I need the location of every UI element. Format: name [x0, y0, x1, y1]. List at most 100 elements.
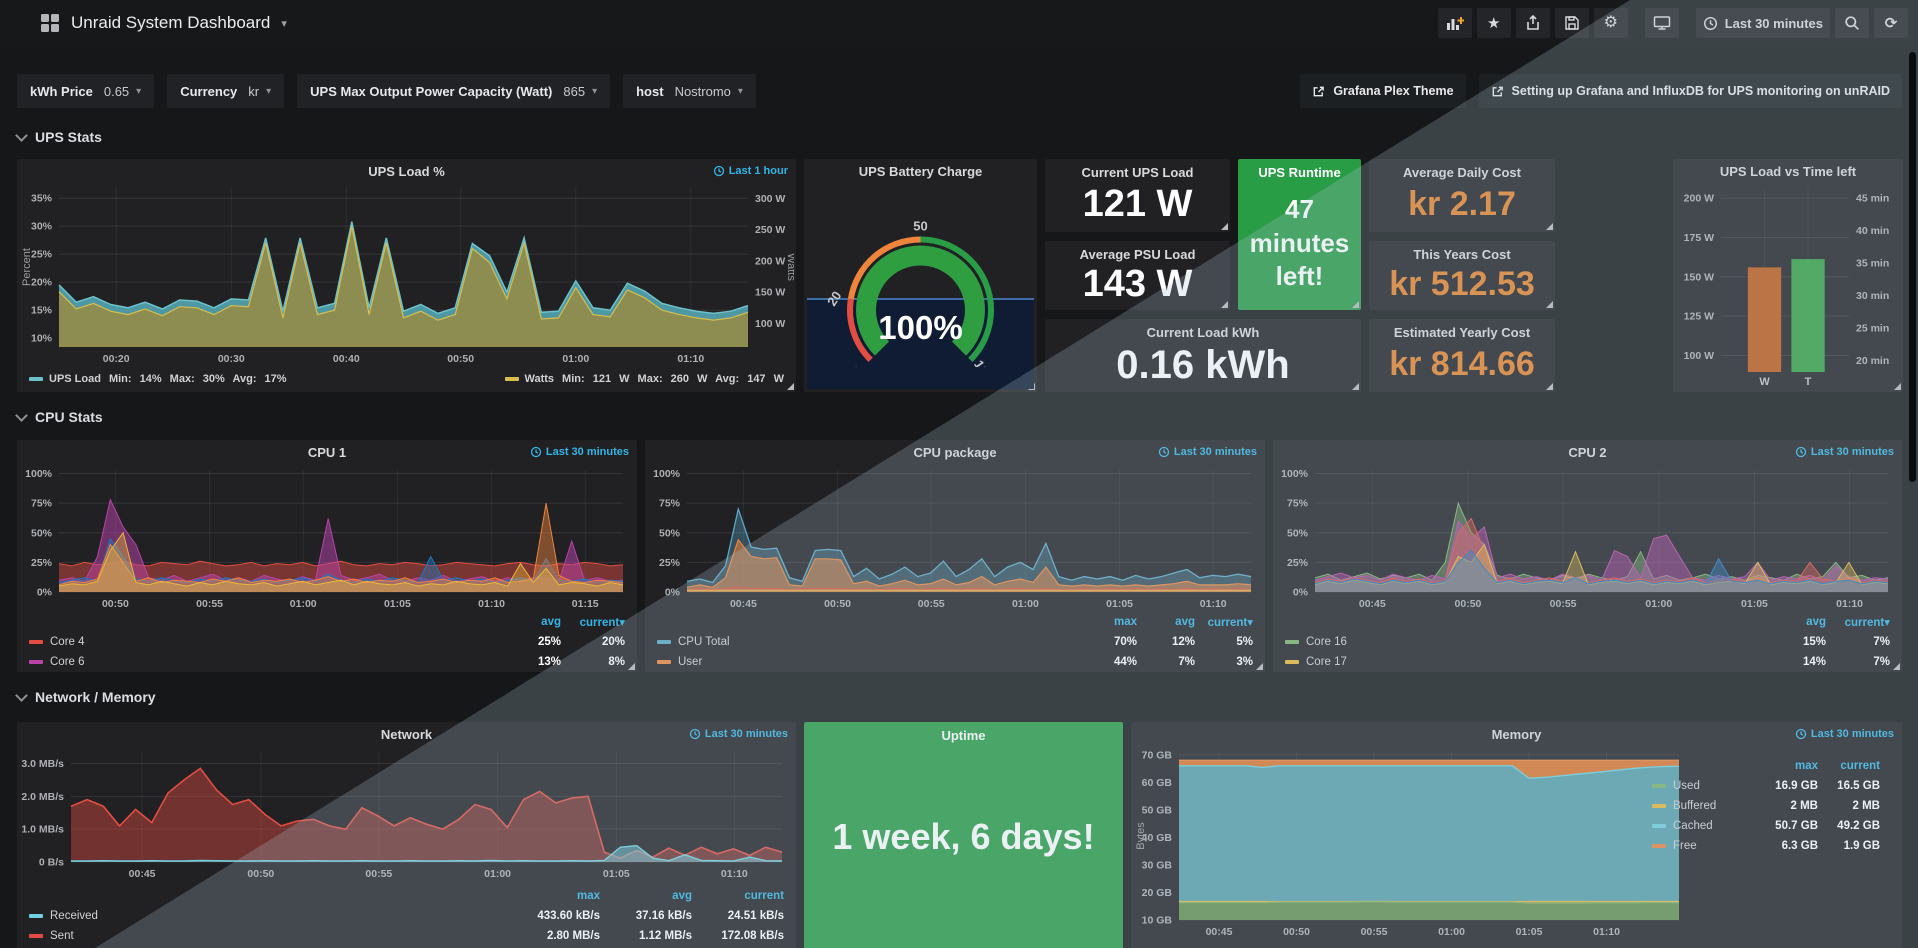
- dashboard-link-ups-guide[interactable]: Setting up Grafana and InfluxDB for UPS …: [1478, 74, 1902, 108]
- cpu2-legend: avg current▾ Core 16 15% 7% Core 17 14% 7%: [1285, 612, 1890, 670]
- share-button[interactable]: [1515, 8, 1550, 38]
- legend-value: 433.60 kB/s: [537, 910, 600, 922]
- panel-average-psu-load: Average PSU Load 143 W: [1045, 241, 1230, 310]
- variable-kwh-price[interactable]: kWh Price 0.65 ▾: [17, 74, 155, 108]
- memory-chart[interactable]: 00:45 00:50 00:55 01:00 01:05 01:10 70 GB 60 GB…: [1133, 744, 1689, 940]
- variable-label: UPS Max Output Power Capacity (Watt): [310, 83, 553, 99]
- panel-title[interactable]: Network: [380, 727, 433, 742]
- legend-item[interactable]: Free: [1652, 840, 1756, 852]
- ups-load-chart[interactable]: 00:20 00:30 00:40 00:50 01:00 01:10 35% 30% 25% 2…: [19, 181, 797, 367]
- tv-mode-button[interactable]: [1644, 8, 1679, 38]
- panel-title[interactable]: Current UPS Load: [1081, 165, 1194, 180]
- legend-sort-column[interactable]: max: [1794, 760, 1818, 772]
- legend-item[interactable]: Buffered: [1652, 800, 1756, 812]
- svg-text:00:40: 00:40: [333, 353, 360, 365]
- legend-item[interactable]: Core 6: [29, 656, 497, 668]
- panel-title[interactable]: Memory: [1491, 727, 1542, 742]
- legend-item[interactable]: Sent: [29, 930, 508, 942]
- variable-ups-max-output[interactable]: UPS Max Output Power Capacity (Watt) 865…: [297, 74, 611, 108]
- legend-item[interactable]: Cached: [1652, 820, 1756, 832]
- legend-sort-column[interactable]: current▾: [1207, 617, 1253, 629]
- panel-time-range[interactable]: Last 30 minutes: [1795, 728, 1894, 740]
- panel-title[interactable]: Estimated Yearly Cost: [1393, 325, 1531, 340]
- variable-value[interactable]: kr ▾: [248, 83, 272, 99]
- legend-value: 16.5 GB: [1837, 780, 1880, 792]
- row-header-cpu-stats[interactable]: CPU Stats: [15, 408, 103, 426]
- panel-title[interactable]: Uptime: [941, 728, 986, 743]
- legend-item[interactable]: Watts Min: 121 W Max: 260 W Avg: 147 W: [504, 373, 784, 385]
- legend-item[interactable]: Used: [1652, 780, 1756, 792]
- svg-text:20%: 20%: [31, 277, 53, 289]
- legend-item[interactable]: Received: [29, 910, 508, 922]
- variable-value[interactable]: Nostromo ▾: [674, 83, 743, 99]
- panel-title[interactable]: Average Daily Cost: [1402, 165, 1521, 180]
- variable-value[interactable]: 0.65 ▾: [103, 83, 142, 99]
- refresh-button[interactable]: ⟳: [1874, 8, 1908, 38]
- svg-text:35 min: 35 min: [1856, 257, 1889, 269]
- legend-sort-column[interactable]: current: [1840, 760, 1880, 772]
- legend-sort-column[interactable]: max: [1113, 616, 1137, 628]
- dashboard-link-plex-theme[interactable]: Grafana Plex Theme: [1300, 74, 1466, 108]
- scrollbar[interactable]: [1909, 52, 1916, 482]
- legend-sort-column[interactable]: avg: [1806, 616, 1826, 628]
- chevron-down-icon: ▾: [592, 85, 598, 97]
- cpu2-chart[interactable]: 00:45 00:50 00:55 01:00 01:05 01:10 100% 75% 50%…: [1275, 462, 1900, 612]
- network-chart[interactable]: 00:45 00:50 00:55 01:00 01:05 01:10 3.0 MB/s 2.…: [19, 744, 794, 882]
- variable-currency[interactable]: Currency kr ▾: [167, 74, 285, 108]
- panel-time-range[interactable]: Last 30 minutes: [689, 728, 788, 740]
- panel-time-range[interactable]: Last 30 minutes: [530, 446, 629, 458]
- panel-title[interactable]: CPU package: [913, 445, 997, 460]
- legend-item[interactable]: User: [657, 656, 1079, 668]
- svg-text:25%: 25%: [659, 557, 681, 569]
- svg-text:01:05: 01:05: [384, 598, 411, 610]
- panel-title[interactable]: UPS Runtime: [1258, 165, 1341, 180]
- add-panel-button[interactable]: [1437, 8, 1472, 38]
- legend-sort-column[interactable]: current: [744, 890, 784, 902]
- svg-text:30 GB: 30 GB: [1142, 859, 1173, 871]
- panel-title[interactable]: UPS Load %: [368, 164, 445, 179]
- stat-value: 121 W: [1082, 182, 1193, 225]
- panel-title[interactable]: CPU 1: [307, 445, 347, 460]
- legend-item[interactable]: Core 16: [1285, 636, 1762, 648]
- settings-button[interactable]: ⚙: [1593, 8, 1628, 38]
- panel-title[interactable]: This Years Cost: [1413, 247, 1511, 262]
- panel-cpu-2: CPU 2 Last 30 minutes 00:45 00:50 00:55 01:…: [1273, 440, 1902, 672]
- legend-item[interactable]: Core 4: [29, 636, 497, 648]
- time-range-picker[interactable]: Last 30 minutes: [1695, 8, 1830, 38]
- variable-host[interactable]: host Nostromo ▾: [623, 74, 756, 108]
- ups-vs-time-chart[interactable]: 200 W 175 W 150 W 125 W 100 W 45 min 40 min 35 …: [1675, 183, 1901, 388]
- legend-sort-column[interactable]: avg: [672, 890, 692, 902]
- chevron-down-icon[interactable]: ▾: [281, 17, 287, 30]
- grafana-apps-icon[interactable]: [40, 13, 60, 33]
- svg-text:01:10: 01:10: [1836, 598, 1863, 610]
- legend-sort-column[interactable]: current▾: [579, 617, 625, 629]
- submenu: kWh Price 0.65 ▾ Currency kr ▾ UPS Max Out…: [17, 74, 1902, 108]
- panel-time-range[interactable]: Last 30 minutes: [1158, 446, 1257, 458]
- save-button[interactable]: [1554, 8, 1589, 38]
- panel-title[interactable]: CPU 2: [1568, 445, 1607, 460]
- svg-text:20 GB: 20 GB: [1142, 887, 1173, 899]
- panel-time-range[interactable]: Last 1 hour: [713, 165, 788, 177]
- panel-title[interactable]: UPS Load vs Time left: [1719, 164, 1857, 179]
- variable-value[interactable]: 865 ▾: [563, 83, 598, 99]
- cpu-package-chart[interactable]: 00:45 00:50 00:55 01:00 01:05 01:10 100% 75% 50%…: [647, 462, 1263, 612]
- star-button[interactable]: ★: [1476, 8, 1511, 38]
- legend-item[interactable]: Core 17: [1285, 656, 1762, 668]
- panel-time-range[interactable]: Last 30 minutes: [1795, 446, 1894, 458]
- cpu1-chart[interactable]: 00:50 00:55 01:00 01:05 01:10 01:15 100% 75% 50%…: [19, 462, 635, 612]
- legend-item[interactable]: UPS Load Min: 14% Max: 30% Avg: 17%: [29, 373, 287, 385]
- legend-sort-column[interactable]: avg: [541, 616, 561, 628]
- legend-sort-column[interactable]: current▾: [1844, 617, 1890, 629]
- legend-item[interactable]: CPU Total: [657, 636, 1079, 648]
- row-header-network-memory[interactable]: Network / Memory: [15, 688, 156, 706]
- svg-text:0%: 0%: [1293, 587, 1309, 599]
- dashboard-title[interactable]: Unraid System Dashboard: [71, 13, 271, 32]
- panel-title[interactable]: Current Load kWh: [1146, 325, 1260, 340]
- legend-sort-column[interactable]: max: [576, 890, 600, 902]
- chevron-down-icon: [15, 688, 28, 702]
- panel-title[interactable]: Average PSU Load: [1079, 247, 1196, 262]
- panel-title[interactable]: UPS Battery Charge: [858, 164, 983, 179]
- legend-sort-column[interactable]: avg: [1175, 616, 1195, 628]
- zoom-out-button[interactable]: [1835, 8, 1869, 38]
- row-header-ups-stats[interactable]: UPS Stats: [15, 128, 102, 146]
